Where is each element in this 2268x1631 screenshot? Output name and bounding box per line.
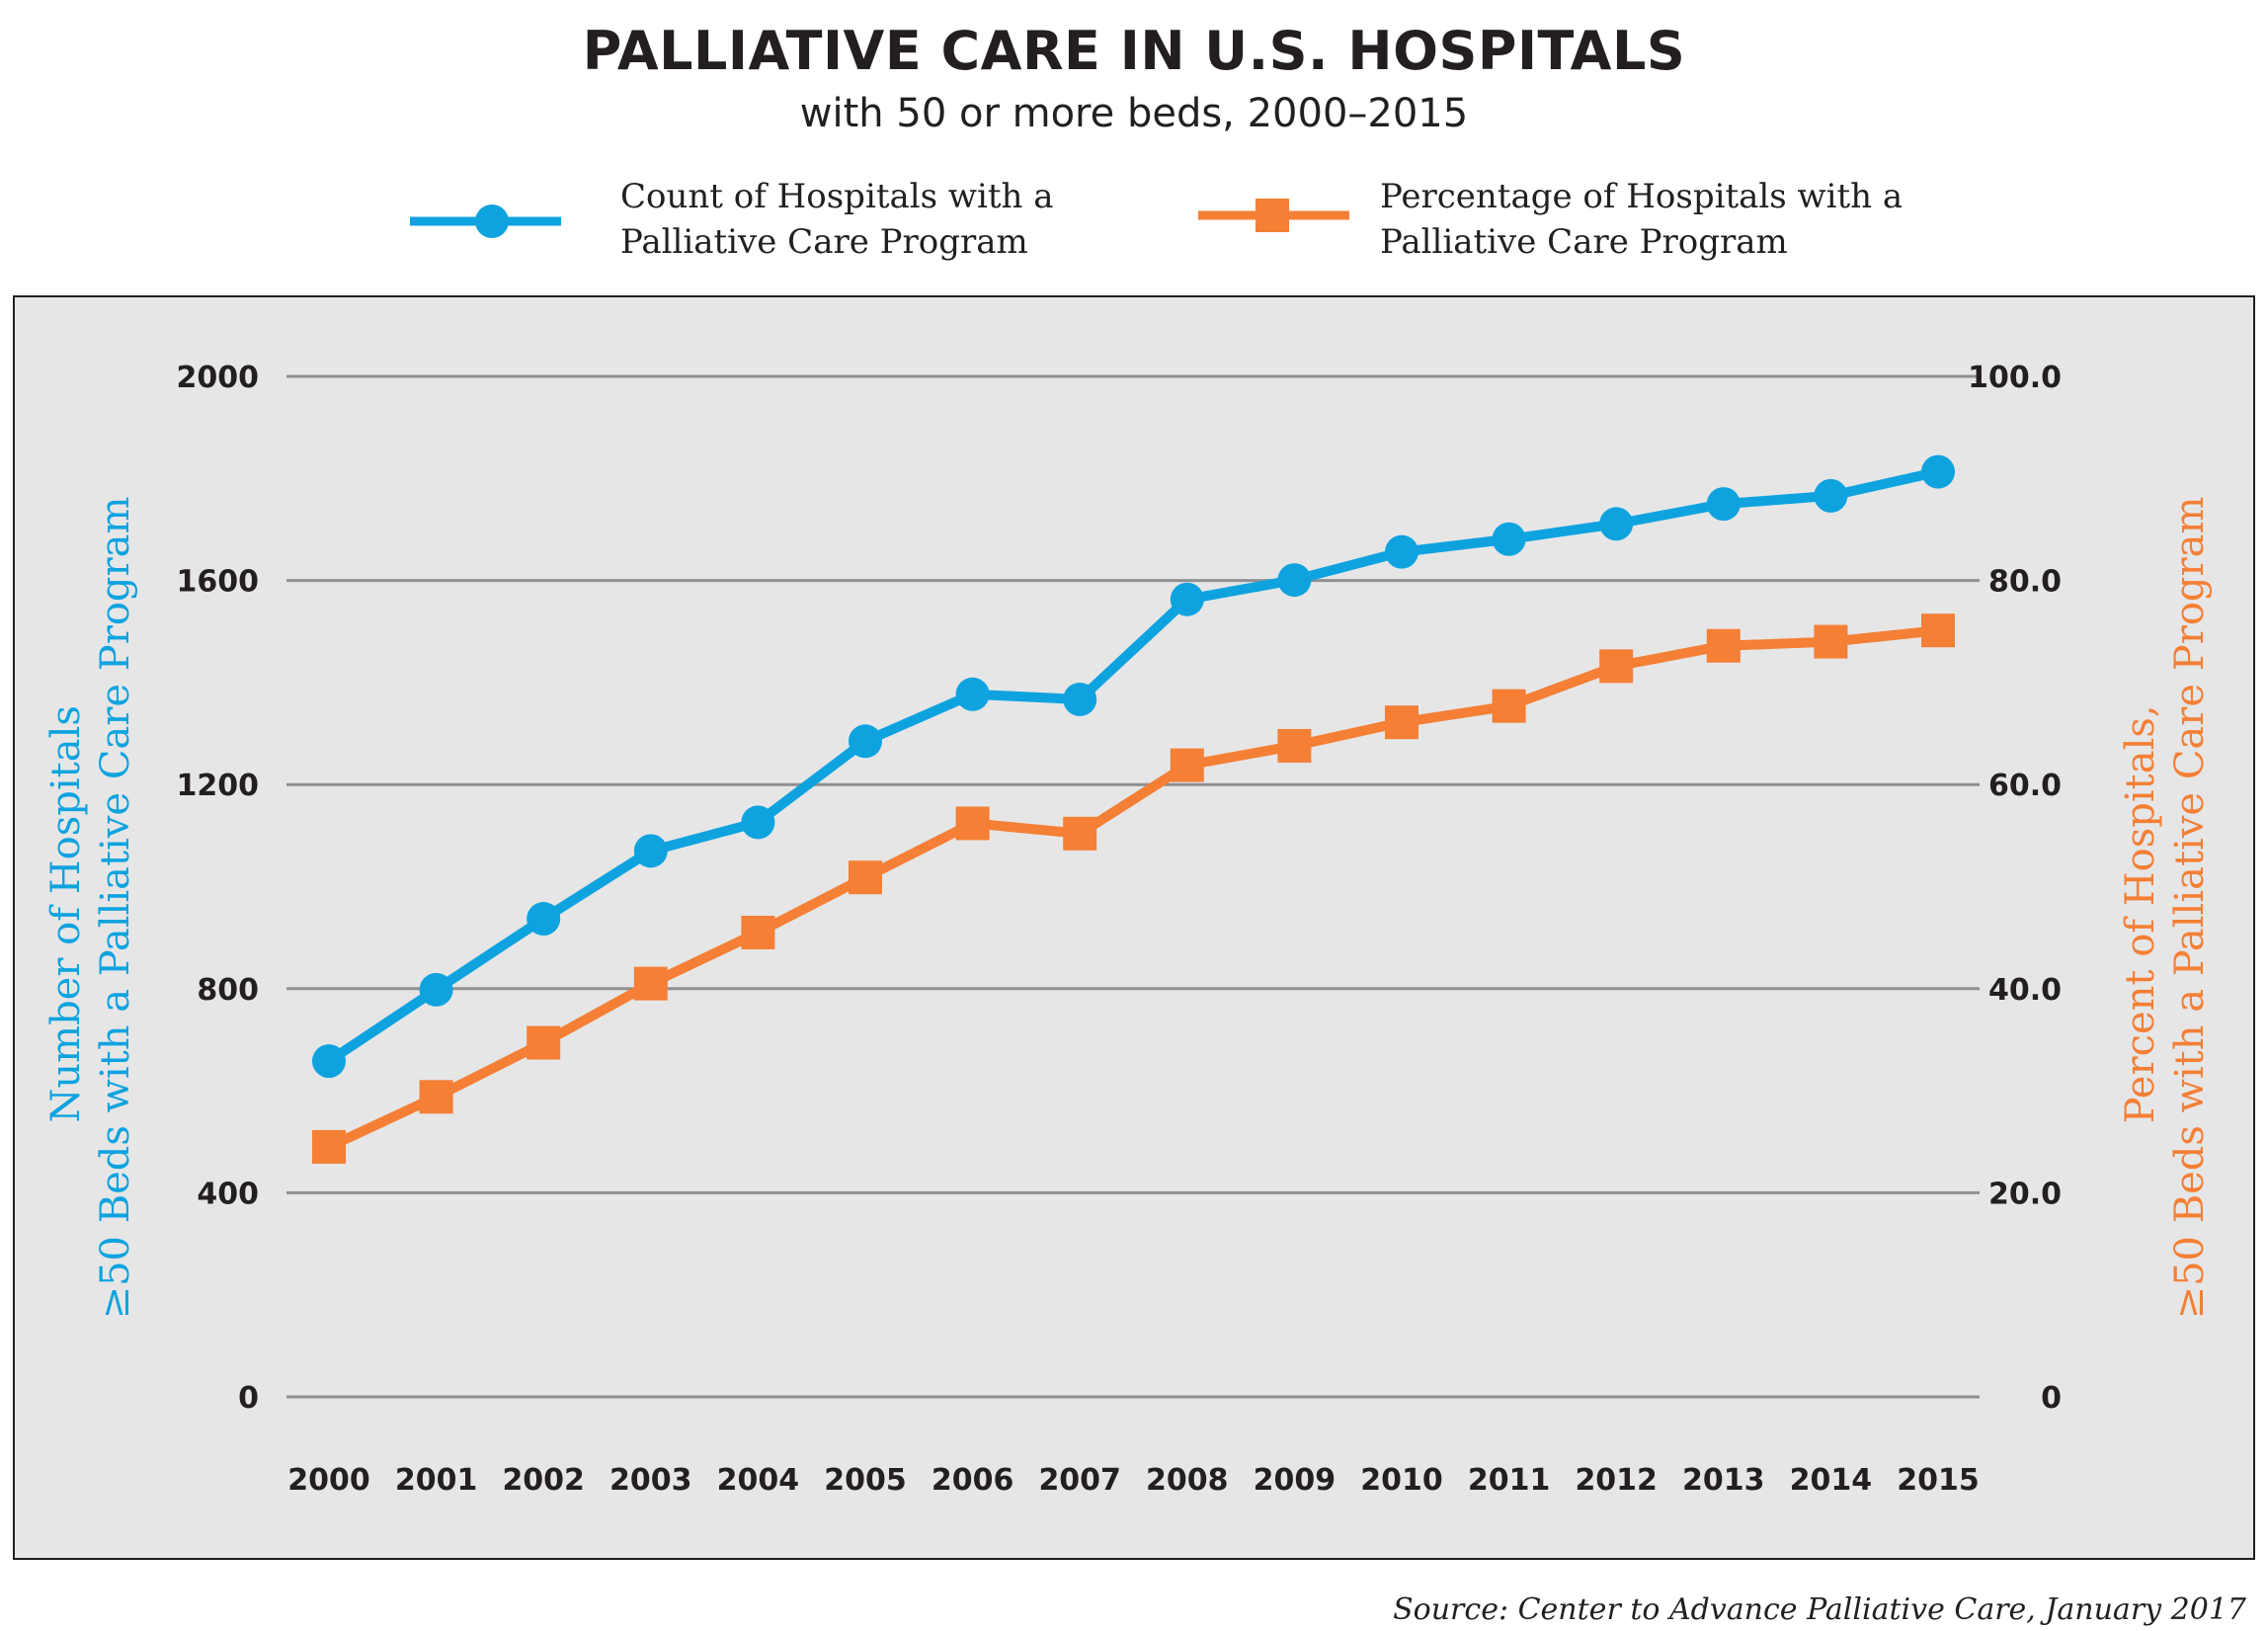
left-axis-ticks: 0 400 800 1200 1600 2000 (177, 361, 260, 1416)
x-tick-label: 2000 (287, 1463, 370, 1498)
series-count-point (1706, 487, 1741, 522)
x-tick-label: 2012 (1575, 1463, 1658, 1498)
series-percentage-point (741, 915, 775, 949)
right-axis-title: Percent of Hospitals, ≥50 Beds with a Pa… (2118, 497, 2213, 1320)
left-tick-label: 0 (238, 1381, 259, 1416)
legend-label-count-line-1: Count of Hospitals with a (620, 177, 1054, 216)
series-count-point (1063, 682, 1097, 716)
series-count-line (326, 466, 1940, 1066)
series-percentage (312, 613, 1955, 1164)
x-tick-label: 2007 (1038, 1463, 1121, 1498)
series-count-point (1492, 522, 1526, 556)
series-count-point (312, 1044, 346, 1079)
legend-label-percentage-line-2: Palliative Care Program (1380, 222, 1788, 262)
x-tick-label: 2009 (1254, 1463, 1336, 1498)
chart-title: PALLIATIVE CARE IN U.S. HOSPITALS (582, 20, 1686, 82)
x-tick-label: 2011 (1468, 1463, 1551, 1498)
x-tick-label: 2010 (1360, 1463, 1443, 1498)
left-tick-label: 400 (197, 1177, 259, 1211)
legend-marker-count (410, 204, 561, 238)
series-percentage-point (1599, 649, 1634, 684)
series-percentage-point (419, 1080, 453, 1114)
left-axis-title-line-2: ≥50 Beds with a Palliative Care Program (93, 497, 138, 1320)
left-tick-label: 2000 (177, 361, 260, 395)
legend-label-count: Count of Hospitals with a Palliative Car… (620, 174, 1054, 265)
legend-label-count-line-2: Palliative Care Program (620, 222, 1028, 262)
series-percentage-point (526, 1025, 561, 1060)
series-count-point (1170, 582, 1204, 616)
left-tick-label: 800 (197, 973, 259, 1008)
x-tick-label: 2005 (824, 1463, 907, 1498)
series-percentage-point (849, 860, 882, 895)
chart-subtitle: with 50 or more beds, 2000–2015 (799, 91, 1469, 136)
series-percentage-point (1706, 628, 1741, 663)
right-axis-title-line-1: Percent of Hospitals, (2118, 704, 2163, 1123)
right-tick-label: 80.0 (1988, 565, 2062, 600)
series-percentage-point (1921, 613, 1955, 648)
x-tick-label: 2014 (1790, 1463, 1873, 1498)
legend-label-percentage-line-1: Percentage of Hospitals with a (1380, 177, 1904, 216)
series-count-point (955, 677, 990, 711)
series-count-point (1921, 454, 1955, 489)
x-tick-label: 2004 (717, 1463, 800, 1498)
plot-area (13, 295, 2255, 1560)
series-percentage-point (1063, 816, 1097, 851)
left-axis-title-line-1: Number of Hospitals (43, 705, 89, 1123)
right-tick-label: 40.0 (1988, 973, 2062, 1008)
right-tick-label: 60.0 (1988, 769, 2062, 803)
gridlines (286, 374, 1980, 1399)
series-percentage-point (1492, 689, 1526, 723)
legend-label-percentage: Percentage of Hospitals with a Palliativ… (1380, 174, 1903, 265)
series-count-point (849, 724, 882, 759)
series-count (312, 454, 1955, 1079)
right-axis-ticks: 0 20.0 40.0 60.0 80.0 100.0 (1968, 361, 2062, 1416)
series-percentage-point (1170, 748, 1204, 782)
series-percentage-point (1814, 624, 1848, 659)
x-tick-label: 2015 (1897, 1463, 1980, 1498)
series-count-point (1277, 563, 1312, 598)
series-count-point (1814, 478, 1848, 513)
series-count-point (1385, 534, 1418, 569)
series-count-point (526, 902, 561, 937)
series-count-point (741, 805, 775, 840)
right-axis-title-line-2: ≥50 Beds with a Palliative Care Program (2167, 497, 2213, 1320)
right-tick-label: 20.0 (1988, 1177, 2062, 1211)
left-axis-title: Number of Hospitals ≥50 Beds with a Pall… (43, 497, 138, 1320)
x-tick-label: 2006 (932, 1463, 1014, 1498)
series-percentage-point (1277, 728, 1312, 763)
right-tick-label: 100.0 (1968, 361, 2062, 395)
left-tick-label: 1200 (177, 769, 260, 803)
series-percentage-line (326, 625, 1939, 1152)
x-axis-ticks: 2000 2001 2002 2003 2004 2005 2006 2007 2008 2009… (287, 1463, 1980, 1498)
x-tick-label: 2008 (1146, 1463, 1229, 1498)
series-percentage-point (1385, 705, 1418, 740)
series-percentage-point (955, 806, 990, 841)
legend-marker-percentage (1198, 199, 1349, 232)
left-tick-label: 1600 (177, 565, 260, 600)
series-count-point (633, 834, 668, 868)
source-note: Source: Center to Advance Palliative Car… (1393, 1592, 2246, 1627)
series-count-point (1599, 507, 1634, 541)
x-tick-label: 2003 (609, 1463, 692, 1498)
series-count-point (419, 972, 453, 1007)
right-tick-label: 0 (2041, 1381, 2062, 1416)
x-tick-label: 2001 (395, 1463, 478, 1498)
x-tick-label: 2013 (1682, 1463, 1765, 1498)
series-percentage-point (633, 966, 668, 1001)
series-percentage-point (312, 1129, 346, 1164)
x-tick-label: 2002 (502, 1463, 585, 1498)
